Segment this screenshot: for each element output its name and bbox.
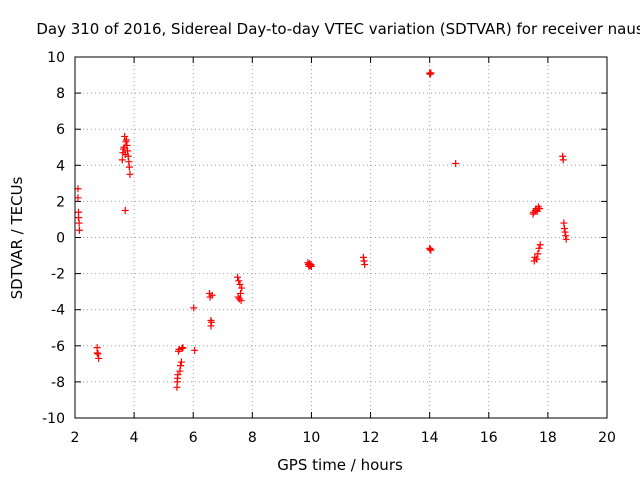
plot-frame: [74, 56, 608, 419]
x-tick-label: 4: [130, 430, 139, 446]
data-points: [74, 69, 570, 391]
y-tick-label: 0: [56, 231, 65, 247]
y-tick-label: -2: [51, 267, 65, 283]
data-point: [118, 156, 126, 164]
data-point: [179, 344, 187, 352]
data-point: [95, 354, 103, 362]
x-tick-label: 2: [71, 430, 80, 446]
data-point: [237, 297, 245, 305]
data-point: [121, 206, 129, 214]
data-point: [234, 273, 242, 281]
data-point: [75, 226, 83, 234]
data-point: [559, 156, 567, 164]
data-point: [190, 304, 198, 312]
y-tick-label: 8: [56, 86, 65, 102]
y-axis-label: SDTVAR / TECUs: [8, 176, 26, 299]
data-point: [235, 277, 243, 285]
x-axis-label: GPS time / hours: [277, 456, 403, 474]
y-tick-label: 4: [56, 158, 65, 174]
data-point: [174, 371, 182, 379]
grid: [75, 57, 607, 418]
x-tick-label: 12: [362, 430, 380, 446]
data-point: [236, 280, 244, 288]
data-point: [125, 163, 133, 171]
data-point: [191, 346, 199, 354]
x-tick-label: 14: [421, 430, 439, 446]
y-tick-label: -10: [42, 411, 65, 427]
data-point: [74, 185, 82, 193]
data-point: [237, 289, 245, 297]
data-point: [427, 69, 435, 77]
x-tick-label: 6: [189, 430, 198, 446]
data-point: [452, 159, 460, 167]
data-point: [177, 362, 185, 370]
data-point: [75, 219, 83, 227]
data-point: [74, 194, 82, 202]
x-tick-label: 10: [303, 430, 321, 446]
data-point: [93, 349, 101, 357]
data-point: [562, 235, 570, 243]
axis-ticks: 2 4 6 8 10 12 14 16 18 20 -10 -8 -6 -4 -2 0 2 4 6 8 10: [42, 50, 616, 446]
data-point: [307, 262, 315, 270]
data-point: [175, 345, 183, 353]
data-point: [177, 358, 185, 366]
data-point: [126, 170, 134, 178]
x-tick-label: 16: [480, 430, 498, 446]
data-point: [535, 244, 543, 252]
y-tick-label: 10: [47, 50, 65, 66]
data-point: [534, 250, 542, 258]
y-tick-label: -6: [51, 339, 65, 355]
x-tick-label: 18: [539, 430, 557, 446]
data-point: [427, 246, 435, 254]
data-point: [536, 241, 544, 249]
x-tick-label: 20: [598, 430, 616, 446]
data-point: [361, 261, 369, 269]
data-point: [238, 284, 246, 292]
data-point: [536, 205, 544, 213]
y-tick-label: -4: [51, 303, 65, 319]
data-point: [208, 291, 216, 299]
y-tick-label: 6: [56, 122, 65, 138]
y-tick-label: 2: [56, 194, 65, 210]
y-tick-label: -8: [51, 375, 65, 391]
chart-title: Day 310 of 2016, Sidereal Day-to-day VTE…: [36, 20, 640, 38]
data-point: [178, 345, 186, 353]
data-point: [121, 132, 129, 140]
data-point: [533, 255, 541, 263]
data-point: [235, 295, 243, 303]
data-point: [208, 318, 216, 326]
x-tick-label: 8: [248, 430, 257, 446]
